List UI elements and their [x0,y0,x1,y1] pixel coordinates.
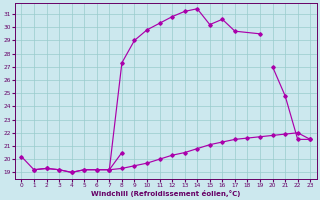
X-axis label: Windchill (Refroidissement éolien,°C): Windchill (Refroidissement éolien,°C) [91,190,241,197]
